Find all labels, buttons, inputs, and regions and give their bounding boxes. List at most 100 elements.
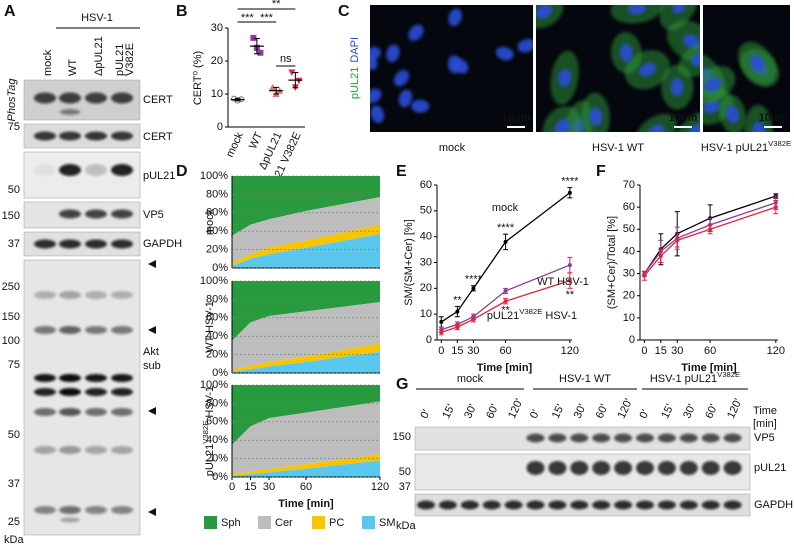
y-tick-label: 0 xyxy=(217,121,223,133)
blot-band xyxy=(111,408,133,416)
blot-band xyxy=(111,239,133,249)
data-point xyxy=(773,205,778,210)
band-label: pUL21 xyxy=(143,170,175,182)
blot-strip xyxy=(23,259,141,536)
series-label: mock xyxy=(492,202,519,214)
text-part: HSV-1 pUL21 xyxy=(650,373,717,385)
micrograph: 10μm xyxy=(703,5,790,132)
scale-label: 10μm xyxy=(502,112,531,124)
time-label: 60' xyxy=(703,402,720,420)
x-tick-label: 15 xyxy=(244,481,256,493)
blot-band xyxy=(85,388,107,396)
time-label: 15' xyxy=(440,402,457,420)
y-tick-label: 0% xyxy=(212,262,228,274)
blot-band xyxy=(111,131,133,141)
size-marker: 75 xyxy=(8,121,20,133)
time-label: 120' xyxy=(725,397,745,421)
data-point xyxy=(295,77,303,85)
blot-band xyxy=(570,461,589,475)
nucleus xyxy=(393,70,410,87)
blot-band xyxy=(636,461,654,475)
panel-label: C xyxy=(338,3,350,20)
time-label: 30' xyxy=(572,402,589,420)
text-part: DAPI xyxy=(349,37,361,63)
y-axis-label: (SM+Cer)/Total [%] xyxy=(606,216,618,309)
size-marker: 100 xyxy=(2,335,20,347)
data-point xyxy=(503,239,508,244)
blot-band xyxy=(85,131,107,141)
blot-band xyxy=(438,500,457,510)
band-label: Akt xyxy=(143,346,159,358)
lane-label: V382E xyxy=(124,43,136,76)
text-part: mock xyxy=(457,373,484,385)
y-tick-label: 20 xyxy=(420,282,432,294)
panel-label: B xyxy=(176,3,188,20)
nucleus xyxy=(638,62,656,77)
arrowhead xyxy=(148,326,156,334)
blot-band xyxy=(59,92,81,104)
blot-band xyxy=(34,92,56,104)
blot-band xyxy=(59,408,81,416)
x-tick-label: 60 xyxy=(499,345,511,357)
blot-band xyxy=(679,433,698,443)
text-part: HSV-1 xyxy=(542,310,577,322)
panel-label: D xyxy=(176,163,188,180)
area xyxy=(232,401,380,475)
area xyxy=(232,351,380,373)
time-label: 120' xyxy=(506,397,526,421)
nucleus xyxy=(704,77,722,93)
text-part: pUL21 xyxy=(487,310,519,322)
y-tick-label: 0 xyxy=(629,334,635,346)
blot-band xyxy=(570,433,589,443)
time-title: [min] xyxy=(753,418,777,430)
significance-label: *** xyxy=(260,12,274,24)
blot-band xyxy=(657,461,676,475)
y-tick-label: 40% xyxy=(206,225,228,237)
y-tick-label: 20% xyxy=(206,244,228,256)
x-axis-label: Time [min] xyxy=(477,362,533,374)
blot-band xyxy=(723,433,742,443)
legend-label: Cer xyxy=(275,517,293,529)
x-axis-label: Time [min] xyxy=(681,362,737,374)
panel-label: A xyxy=(4,3,16,20)
y-tick-label: 10 xyxy=(623,312,635,324)
y-axis-label: SM/(SM+Cer) [%] xyxy=(403,219,415,305)
blot-band xyxy=(85,239,107,249)
time-label: 120' xyxy=(616,397,636,421)
significance-label: ** xyxy=(272,0,281,10)
y-tick-label: 40 xyxy=(420,231,432,243)
blot-band xyxy=(34,291,56,299)
data-point xyxy=(675,238,680,243)
y-tick-label: 0% xyxy=(212,367,228,379)
nucleus xyxy=(627,5,646,15)
data-point xyxy=(439,319,444,324)
blot-band xyxy=(111,374,133,382)
blot-band xyxy=(34,408,56,416)
data-point xyxy=(503,299,508,304)
blot-band xyxy=(59,374,81,382)
blot-band xyxy=(85,326,107,334)
size-marker: 37 xyxy=(8,478,20,490)
unit-label: kDa xyxy=(4,534,24,546)
x-tick-label: mock xyxy=(224,130,246,159)
data-point xyxy=(455,325,460,330)
blot-band xyxy=(85,291,107,299)
y-tick-label: 10 xyxy=(420,308,432,320)
band-label: VP5 xyxy=(754,432,775,444)
blot-band xyxy=(657,433,676,443)
blot-band xyxy=(526,433,545,443)
nucleus xyxy=(408,24,424,41)
group-label: HSV-1 WT xyxy=(559,373,611,385)
blot-band xyxy=(34,506,56,514)
band-label: GAPDH xyxy=(143,238,182,250)
blot-band xyxy=(59,388,81,396)
blot-band xyxy=(548,461,567,475)
data-point xyxy=(288,69,296,77)
superscript: V382E xyxy=(519,307,542,316)
legend-swatch xyxy=(362,516,375,529)
error-bar xyxy=(292,72,299,89)
blot-band xyxy=(614,433,633,443)
blot-band xyxy=(59,291,81,299)
text-part: pUL21 xyxy=(204,444,216,476)
annotation: ** xyxy=(453,294,462,306)
